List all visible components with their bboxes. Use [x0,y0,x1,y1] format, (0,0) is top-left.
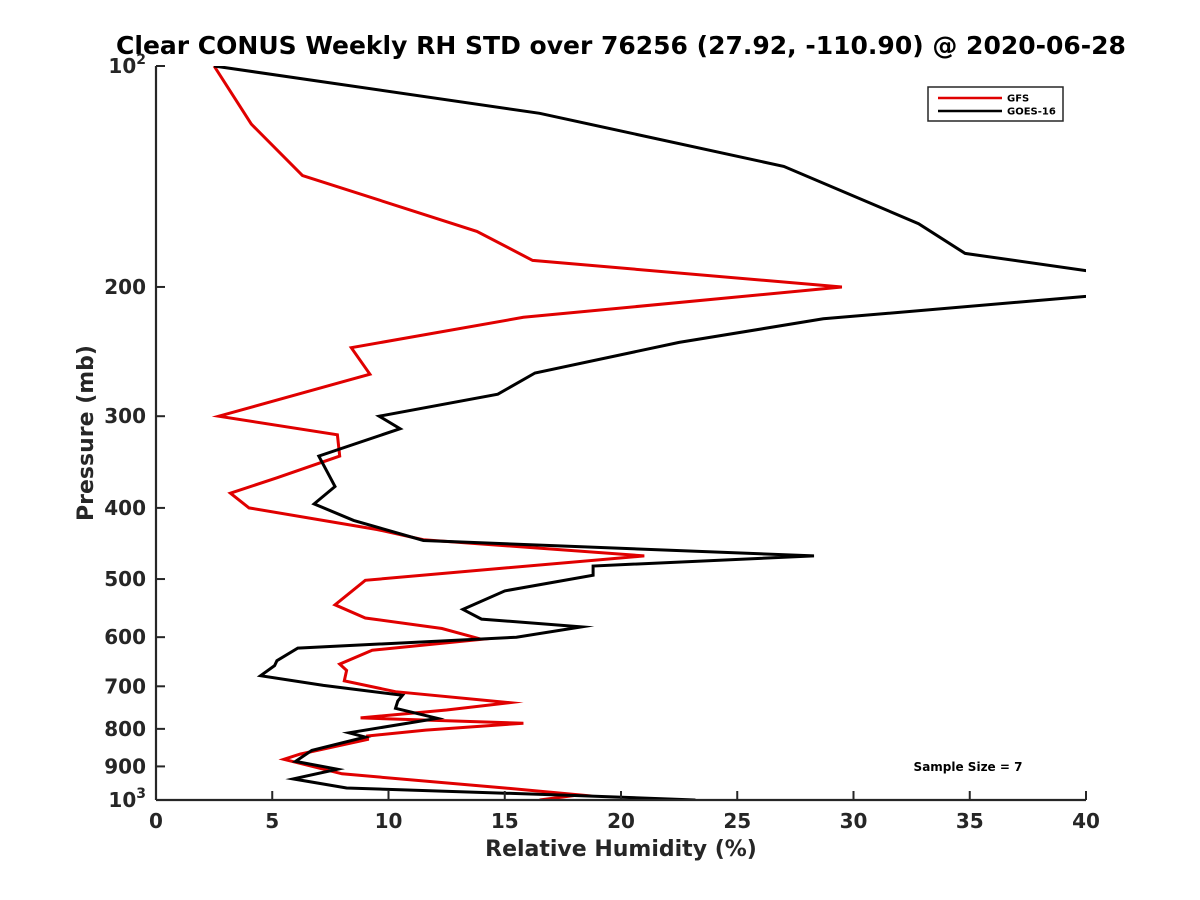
y-tick-label: 700 [104,674,146,698]
x-tick-label: 30 [840,809,868,833]
x-tick-label: 15 [491,809,519,833]
y-tick-label: 600 [104,625,146,649]
x-tick-label: 25 [723,809,751,833]
y-tick-label: 300 [104,404,146,428]
chart-title: Clear CONUS Weekly RH STD over 76256 (27… [116,31,1126,60]
y-ticks: 102 200 300 400 500 600 700 800 900 103 [104,52,165,812]
y-tick-label: 900 [104,754,146,778]
axes [154,66,1086,802]
x-tick-label: 20 [607,809,635,833]
x-axis-label: Relative Humidity (%) [485,837,757,862]
y-tick-label: 103 [108,786,146,812]
x-tick-label: 10 [375,809,403,833]
sample-size-annotation: Sample Size = 7 [914,760,1023,774]
y-tick-label: 200 [104,275,146,299]
x-tick-label: 0 [149,809,163,833]
y-tick-label: 102 [108,52,146,78]
x-tick-label: 40 [1072,809,1100,833]
legend-label-goes16: GOES-16 [1007,107,1056,118]
series-line-goes-16 [213,66,1086,800]
series-layer [211,66,1086,800]
x-tick-label: 5 [265,809,279,833]
series-line-gfs [211,66,843,800]
legend-box [927,86,1064,122]
x-ticks: 0 5 10 15 20 25 30 35 40 [149,791,1100,833]
x-tick-label: 35 [956,809,984,833]
legend: GFS GOES-16 [927,86,1064,122]
y-tick-label: 500 [104,567,146,591]
y-tick-label: 400 [104,496,146,520]
legend-label-gfs: GFS [1007,94,1029,105]
y-axis-label: Pressure (mb) [74,345,99,521]
y-tick-label: 800 [104,717,146,741]
